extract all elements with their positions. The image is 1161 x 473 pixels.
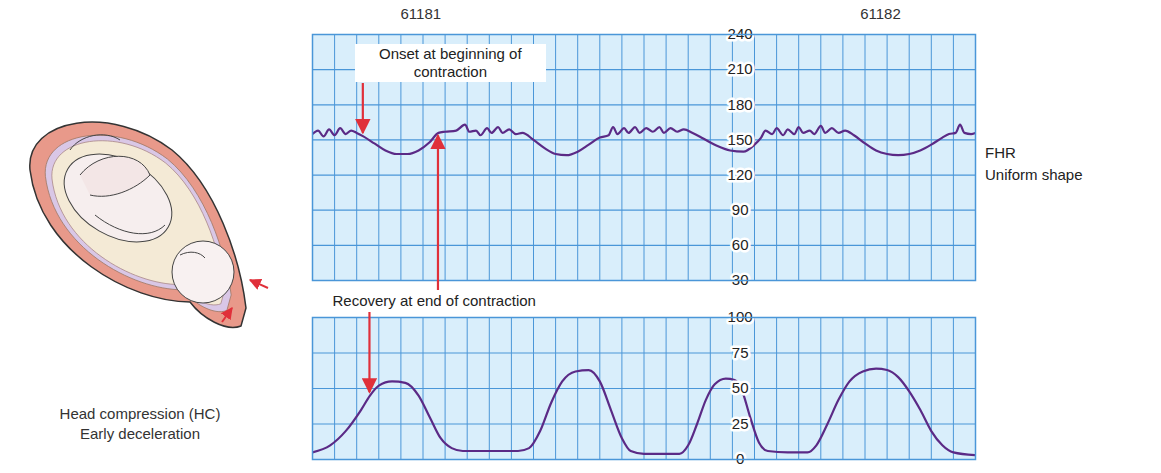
html-text:Onset at beginning of contract: Onset at beginning of contraction	[379, 45, 522, 80]
html-text:Recovery at end of contraction: Recovery at end of contraction	[332, 292, 536, 309]
svg-text:25: 25	[732, 415, 749, 432]
html-text:Early deceleration: Early deceleration	[80, 425, 200, 442]
svg-text:0: 0	[736, 450, 745, 468]
svg-text:61181: 61181	[400, 5, 441, 22]
svg-text:30: 30	[731, 271, 749, 289]
html-text:FHR: FHR	[985, 144, 1016, 162]
svg-text:60: 60	[732, 236, 749, 253]
svg-text:210: 210	[728, 60, 753, 77]
svg-text:120: 120	[728, 166, 753, 183]
html-text:Uniform shape: Uniform shape	[985, 166, 1083, 184]
svg-text:150: 150	[728, 131, 753, 148]
svg-text:50: 50	[732, 379, 749, 396]
html-text:Head compression (HC): Head compression (HC)	[59, 405, 221, 422]
svg-text:240: 240	[727, 25, 753, 43]
svg-text:180: 180	[728, 96, 753, 113]
svg-text:100: 100	[727, 308, 753, 326]
svg-text:90: 90	[732, 201, 749, 218]
svg-text:61182: 61182	[860, 5, 901, 22]
svg-text:75: 75	[732, 344, 749, 361]
